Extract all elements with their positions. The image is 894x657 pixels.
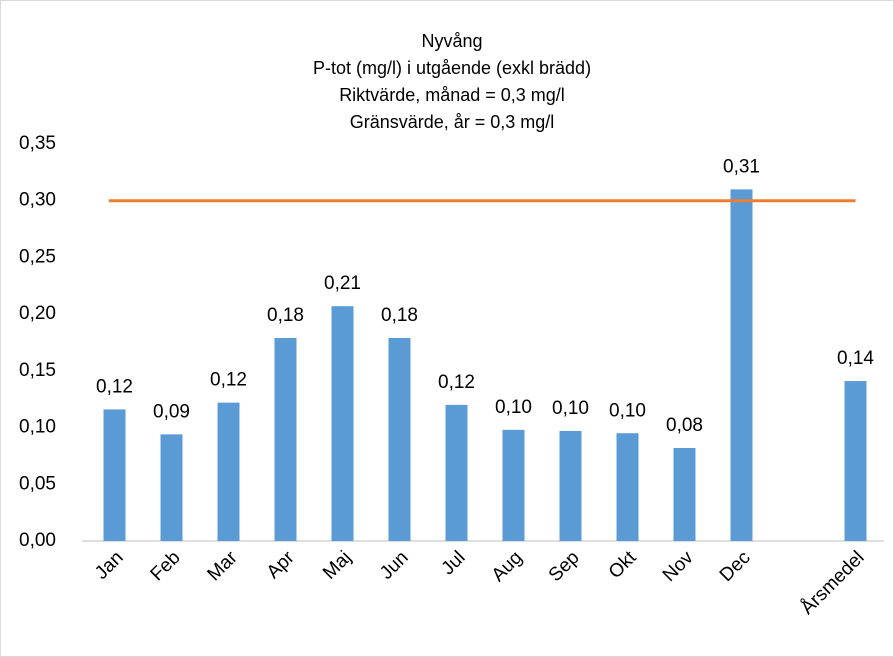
value-label: 0,12 [210,370,247,391]
bar [673,447,696,541]
y-tick-label: 0,35 [19,133,56,154]
value-label: 0,12 [96,376,133,397]
y-tick-label: 0,25 [19,246,56,267]
bar [274,337,297,541]
value-label: 0,12 [438,372,475,393]
bar [160,434,183,541]
y-tick-label: 0,00 [19,530,56,551]
value-label: 0,31 [723,156,760,177]
bar [388,337,411,541]
bar [103,409,126,541]
bar [331,306,354,541]
bar [616,433,639,541]
chart-title: P-tot (mg/l) i utgående (exkl brädd) [313,58,591,78]
value-label: 0,10 [609,400,646,421]
y-tick-label: 0,20 [19,303,56,324]
bar [445,404,468,541]
value-label: 0,18 [267,305,304,326]
chart-title: Nyvång [421,31,482,51]
value-label: 0,10 [552,398,589,419]
value-label: 0,09 [153,401,190,422]
value-label: 0,18 [381,305,418,326]
value-label: 0,21 [324,273,361,294]
y-tick-label: 0,15 [19,360,56,381]
value-label: 0,14 [837,348,874,369]
y-tick-label: 0,10 [19,417,56,438]
value-label: 0,08 [666,415,703,436]
chart-title: Riktvärde, månad = 0,3 mg/l [339,85,565,105]
bar [844,381,867,541]
bar [730,189,753,541]
bar [217,402,240,541]
y-tick-label: 0,30 [19,190,56,211]
bar [559,430,582,541]
y-tick-label: 0,05 [19,473,56,494]
bar [502,429,525,541]
chart-title: Gränsvärde, år = 0,3 mg/l [350,112,555,132]
value-label: 0,10 [495,397,532,418]
